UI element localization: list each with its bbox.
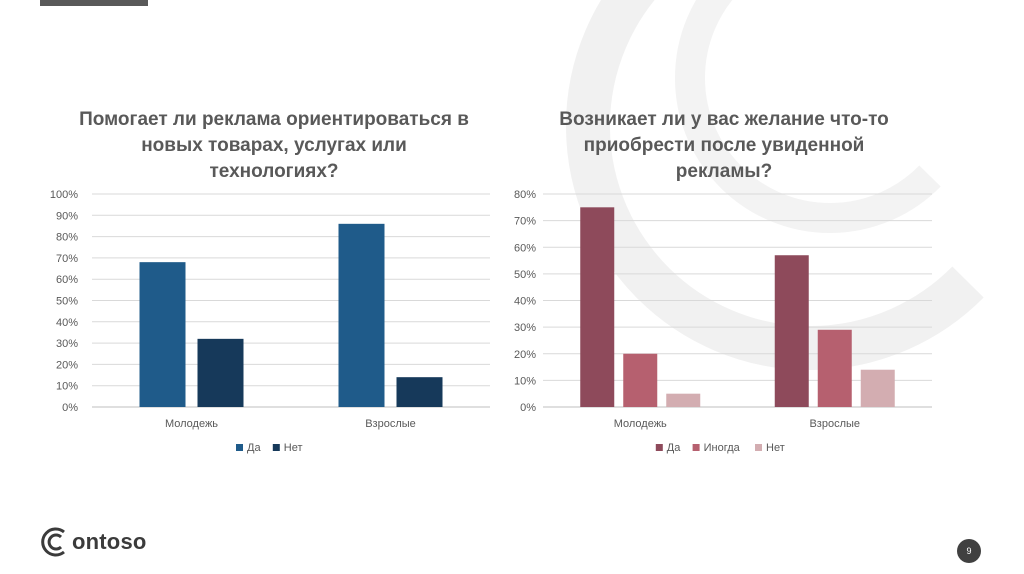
legend-swatch: [236, 444, 243, 451]
decor-arc-inner: [674, 0, 941, 233]
legend-swatch: [692, 444, 700, 451]
y-tick-label: 20%: [56, 359, 78, 371]
y-tick-label: 20%: [514, 349, 536, 361]
y-tick-label: 90%: [56, 210, 78, 222]
chart-2-title-line: рекламы?: [675, 161, 773, 182]
chart-2-title-line: Возникает ли у вас желание что-то: [559, 109, 889, 130]
bar: [817, 329, 852, 407]
x-category-label: Взрослые: [809, 418, 860, 430]
decor-arc-outer: [565, 0, 984, 370]
chart-2-title: Возникает ли у вас желание что-то приобр…: [510, 107, 938, 185]
legend-swatch: [655, 444, 663, 451]
y-tick-label: 0%: [62, 402, 78, 414]
legend-label: Иногда: [704, 442, 741, 454]
x-category-label: Молодежь: [165, 418, 218, 430]
y-tick-label: 60%: [514, 242, 536, 254]
x-category-label: Молодежь: [614, 418, 667, 430]
legend-label: Нет: [284, 442, 303, 454]
chart-1-title: Помогает ли реклама ориентироваться в но…: [60, 107, 488, 185]
y-tick-label: 30%: [514, 322, 536, 334]
logo-text: ontoso: [72, 529, 147, 554]
bar: [396, 377, 443, 407]
legend-swatch: [755, 444, 762, 451]
bar: [338, 223, 385, 407]
bar: [580, 207, 615, 407]
chart-1-title-line: технологиях?: [209, 161, 339, 182]
y-tick-label: 70%: [56, 253, 78, 265]
y-tick-label: 80%: [514, 189, 536, 201]
y-tick-label: 40%: [56, 317, 78, 329]
y-tick-label: 40%: [514, 296, 536, 308]
y-tick-label: 10%: [514, 375, 536, 387]
bar: [860, 369, 895, 407]
contoso-logo: ontoso: [40, 526, 147, 558]
y-tick-label: 30%: [56, 338, 78, 350]
page-number-badge: 9: [957, 539, 981, 563]
y-tick-label: 50%: [514, 269, 536, 281]
chart-2-title-line: приобрести после увиденной: [583, 135, 865, 156]
y-tick-label: 80%: [56, 232, 78, 244]
bar: [666, 393, 701, 407]
legend-swatch: [272, 444, 280, 451]
y-tick-label: 50%: [56, 296, 78, 308]
y-tick-label: 10%: [56, 381, 78, 393]
bar: [139, 262, 186, 407]
bar: [774, 255, 809, 407]
legend-label: Нет: [766, 442, 785, 454]
legend-label: Да: [247, 442, 261, 454]
logo-c-icon: [41, 527, 65, 557]
chart-1-title-line: новых товарах, услугах или: [141, 135, 407, 156]
chart-1-title-line: Помогает ли реклама ориентироваться в: [79, 109, 469, 130]
x-category-label: Взрослые: [365, 418, 416, 430]
bar: [197, 338, 244, 407]
y-tick-label: 0%: [520, 402, 536, 414]
top-accent-bar: [40, 0, 148, 6]
y-tick-label: 60%: [56, 274, 78, 286]
y-tick-label: 100%: [50, 189, 78, 201]
y-tick-label: 70%: [514, 216, 536, 228]
bar: [623, 353, 658, 407]
legend-label: Да: [667, 442, 681, 454]
